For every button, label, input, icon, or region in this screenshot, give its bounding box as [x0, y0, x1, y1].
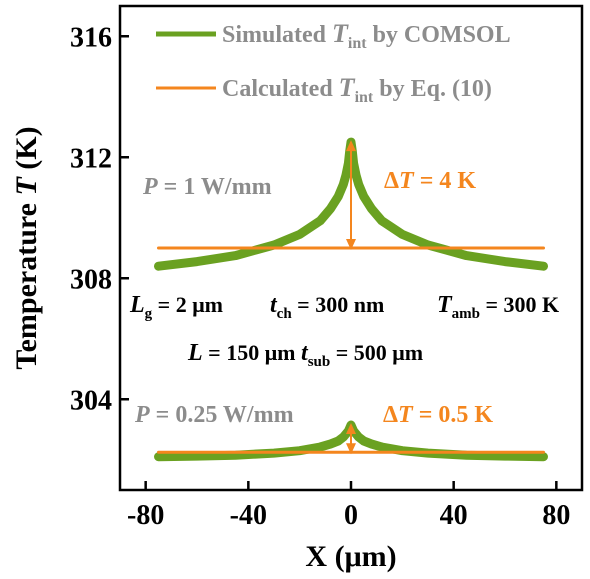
- annotation-params-line2: L = 150 μm tsub = 500 μm: [187, 340, 423, 370]
- x-tick-label: -40: [230, 500, 267, 531]
- delta-arrow-head-down: [346, 239, 356, 250]
- annotation-power-low: P = 0.25 W/mm: [134, 402, 294, 428]
- delta-arrow-head-up: [346, 422, 356, 434]
- y-axis-ticks: 304 308 312 316: [70, 22, 129, 416]
- x-tick-label: 80: [542, 500, 570, 531]
- delta-arrows: [346, 140, 356, 455]
- y-tick-label: 308: [70, 264, 112, 295]
- legend-label-simulated: Simulated Tint by COMSOL: [222, 19, 511, 52]
- annotation-delta-high: ΔT = 4 K: [384, 168, 476, 194]
- x-axis-label: X (μm): [305, 540, 396, 573]
- y-tick-label: 304: [70, 385, 112, 416]
- delta-arrow-head-down: [346, 443, 356, 455]
- y-tick-label: 316: [70, 22, 112, 53]
- y-axis-label: Temperature T (K): [10, 126, 43, 369]
- x-tick-label: 40: [440, 500, 468, 531]
- y-tick-label: 312: [70, 143, 112, 174]
- delta-arrow-head-up: [346, 140, 356, 152]
- annotation-delta-low: ΔT = 0.5 K: [383, 402, 493, 428]
- x-tick-label: -80: [127, 500, 164, 531]
- x-tick-label: 0: [344, 500, 358, 531]
- annotation-power-high: P = 1 W/mm: [142, 174, 272, 200]
- annotation-params-line1: Lg = 2 μm tch = 300 nm Tamb = 300 K: [129, 292, 559, 322]
- x-axis-ticks: -80 -40 0 40 80: [127, 481, 570, 531]
- legend-label-calculated: Calculated Tint by Eq. (10): [222, 73, 492, 106]
- legend: Simulated Tint by COMSOL Calculated Tint…: [156, 19, 511, 106]
